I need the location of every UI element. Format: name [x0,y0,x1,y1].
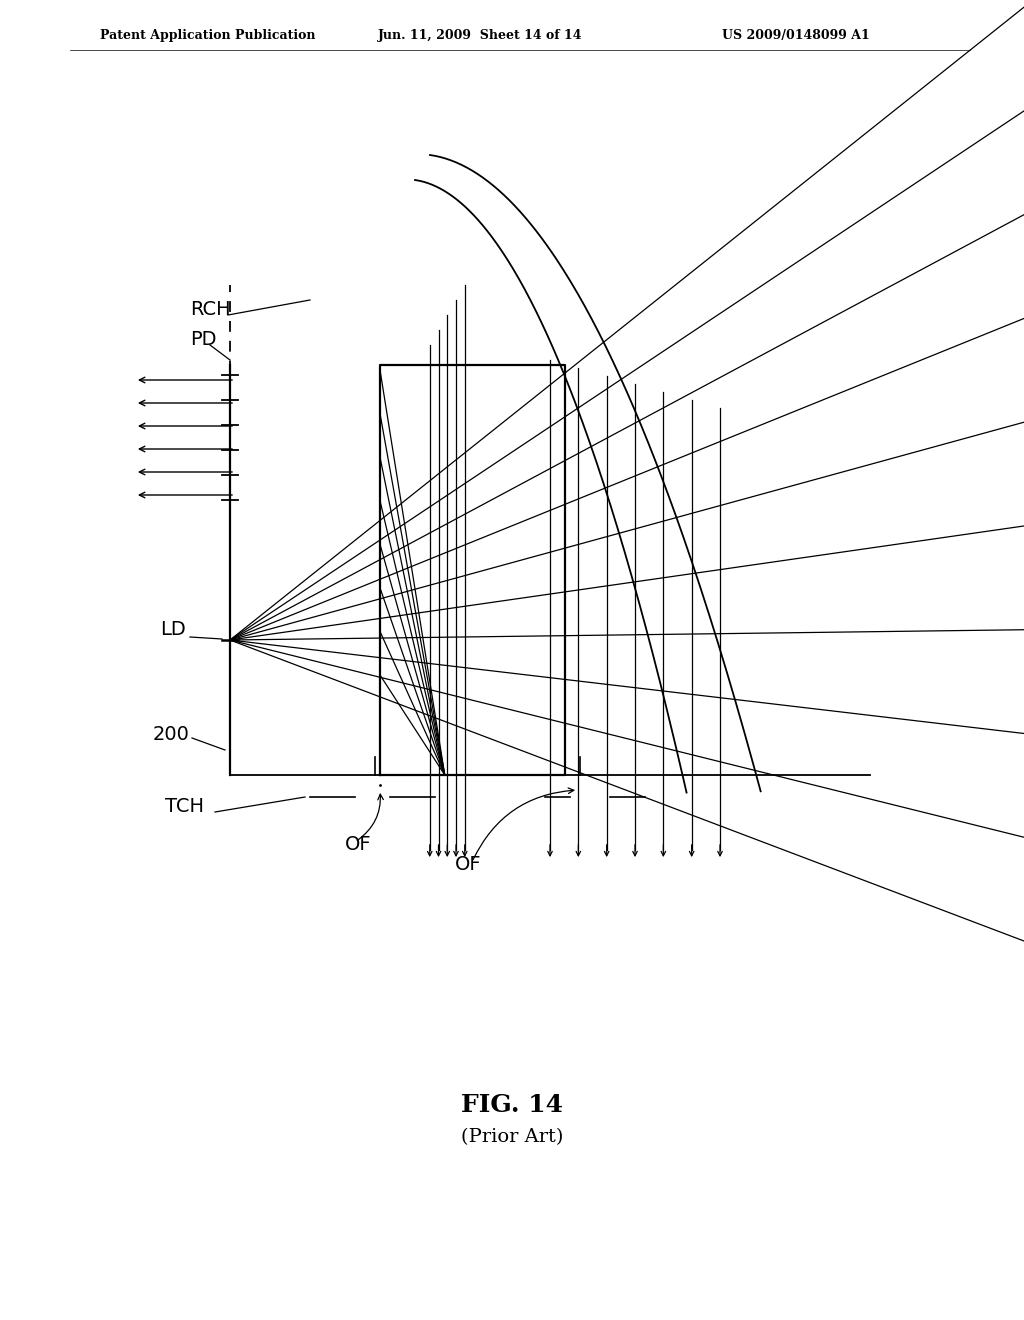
Text: FIG. 14: FIG. 14 [461,1093,563,1117]
Text: (Prior Art): (Prior Art) [461,1129,563,1146]
Text: OF: OF [345,836,372,854]
Text: RCH: RCH [190,300,230,319]
Text: TCH: TCH [165,797,204,816]
Text: LD: LD [160,620,185,639]
Text: Jun. 11, 2009  Sheet 14 of 14: Jun. 11, 2009 Sheet 14 of 14 [378,29,583,41]
Text: OF: OF [455,855,481,874]
Text: Patent Application Publication: Patent Application Publication [100,29,315,41]
Text: PD: PD [190,330,216,348]
Text: 200: 200 [153,725,189,744]
Text: US 2009/0148099 A1: US 2009/0148099 A1 [722,29,870,41]
